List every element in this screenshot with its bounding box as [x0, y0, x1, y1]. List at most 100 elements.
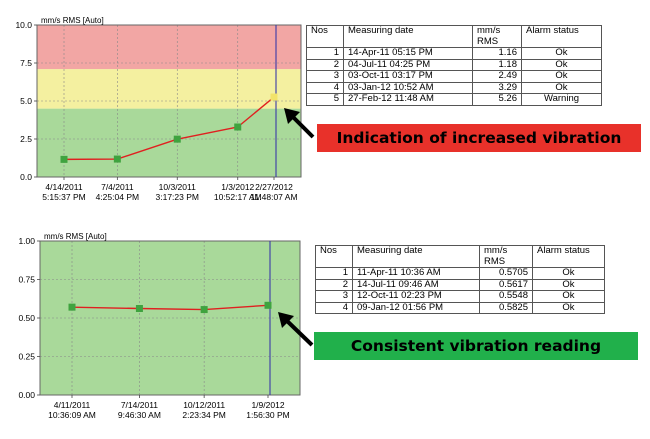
x-tick-label-time: 1:56:30 PM — [246, 410, 289, 420]
y-tick-label: 0.50 — [18, 313, 35, 323]
measurement-table-2: Nos Measuring date mm/s RMS Alarm status… — [315, 245, 605, 314]
chart-unit-label: mm/s RMS [Auto] — [41, 16, 104, 25]
table-row: 2 14-Jul-11 09:46 AM 0.5617 Ok — [315, 278, 605, 291]
row-nos: 1 — [315, 267, 353, 280]
header-measuring-date: Measuring date — [352, 245, 480, 268]
header-alarm-status: Alarm status — [521, 25, 602, 48]
row-value: 2.49 — [472, 70, 522, 83]
header-rms: mm/s RMS — [479, 245, 533, 268]
row-date: 03-Oct-11 03:17 PM — [343, 70, 473, 83]
table-row: 2 04-Jul-11 04:25 PM 1.18 Ok — [306, 58, 602, 71]
header-measuring-date: Measuring date — [343, 25, 473, 48]
x-tick-label-date: 4/14/2011 — [45, 182, 82, 192]
data-point — [135, 304, 143, 312]
y-tick-label: 10.0 — [15, 20, 32, 30]
row-date: 09-Jan-12 01:56 PM — [352, 301, 480, 314]
x-tick-label-date: 10/3/2011 — [159, 182, 196, 192]
alarm-band-1 — [37, 108, 301, 177]
row-status: Ok — [521, 81, 602, 94]
table-row: 1 14-Apr-11 05:15 PM 1.16 Ok — [306, 47, 602, 60]
row-value: 0.5548 — [479, 290, 533, 303]
row-value: 1.16 — [472, 47, 522, 60]
row-date: 03-Jan-12 10:52 AM — [343, 81, 473, 94]
row-value: 3.29 — [472, 81, 522, 94]
row-date: 14-Apr-11 05:15 PM — [343, 47, 473, 60]
row-date: 14-Jul-11 09:46 AM — [352, 278, 480, 291]
data-point — [68, 303, 76, 311]
data-point — [264, 301, 272, 309]
header-nos: Nos — [315, 245, 353, 268]
row-status: Ok — [521, 70, 602, 83]
x-tick-label-date: 1/3/2012 — [221, 182, 254, 192]
y-tick-label: 7.5 — [20, 58, 32, 68]
y-tick-label: 0.75 — [18, 275, 35, 285]
table-row: 4 03-Jan-12 10:52 AM 3.29 Ok — [306, 81, 602, 94]
x-tick-label-time: 5:15:37 PM — [42, 192, 85, 202]
y-tick-label: 0.0 — [20, 172, 32, 182]
x-tick-label-time: 4:25:04 PM — [96, 192, 139, 202]
row-date: 11-Apr-11 10:36 AM — [352, 267, 480, 280]
y-tick-label: 0.25 — [18, 352, 35, 362]
chart-1: 0.0 2.5 5.0 7.5 10.0 mm/s RMS [Auto] 4/14/2011… — [15, 16, 315, 202]
row-status: Ok — [532, 278, 605, 291]
row-nos: 3 — [315, 290, 353, 303]
increased-vibration-banner: Indication of increased vibration — [317, 124, 641, 152]
x-tick-label-time: 9:46:30 AM — [118, 410, 161, 420]
row-status: Ok — [532, 267, 605, 280]
alarm-band-2 — [37, 69, 301, 109]
data-point — [234, 123, 242, 131]
x-tick-label-date: 1/9/2012 — [251, 400, 284, 410]
row-nos: 2 — [306, 58, 344, 71]
consistent-vibration-banner: Consistent vibration reading — [314, 332, 638, 360]
header-rms: mm/s RMS — [472, 25, 522, 48]
arrow-shaft — [282, 316, 314, 347]
header-nos: Nos — [306, 25, 344, 48]
table-row: 1 11-Apr-11 10:36 AM 0.5705 Ok — [315, 267, 605, 280]
data-point — [270, 93, 278, 101]
data-point — [173, 135, 181, 143]
data-point — [200, 306, 208, 314]
row-nos: 2 — [315, 278, 353, 291]
row-value: 5.26 — [472, 93, 522, 106]
row-date: 12-Oct-11 02:23 PM — [352, 290, 480, 303]
y-tick-label: 0.00 — [18, 390, 35, 400]
table-row: 3 03-Oct-11 03:17 PM 2.49 Ok — [306, 70, 602, 83]
table-header-row: Nos Measuring date mm/s RMS Alarm status — [315, 245, 605, 268]
y-tick-label: 1.00 — [18, 236, 35, 246]
row-nos: 3 — [306, 70, 344, 83]
row-status: Ok — [521, 58, 602, 71]
chart-2: 0.00 0.25 0.50 0.75 1.00 mm/s RMS [Auto] 4/11/… — [18, 232, 314, 420]
alarm-band-3 — [37, 25, 301, 70]
row-value: 0.5617 — [479, 278, 533, 291]
arrow-head — [284, 108, 300, 124]
row-value: 1.18 — [472, 58, 522, 71]
row-status: Ok — [532, 301, 605, 314]
row-nos: 5 — [306, 93, 344, 106]
row-date: 04-Jul-11 04:25 PM — [343, 58, 473, 71]
x-tick-label-time: 10:36:09 AM — [48, 410, 96, 420]
x-tick-label-date: 7/14/2011 — [121, 400, 158, 410]
row-status: Warning — [521, 93, 602, 106]
pointer-arrow-icon — [284, 108, 315, 139]
data-point — [113, 155, 121, 163]
row-status: Ok — [521, 47, 602, 60]
x-tick-label-date: 7/4/2011 — [101, 182, 134, 192]
row-nos: 4 — [315, 301, 353, 314]
x-tick-label-time: 2:23:34 PM — [182, 410, 225, 420]
pointer-arrow-icon — [278, 312, 314, 347]
row-value: 0.5825 — [479, 301, 533, 314]
header-alarm-status: Alarm status — [532, 245, 605, 268]
y-tick-label: 2.5 — [20, 134, 32, 144]
row-nos: 4 — [306, 81, 344, 94]
row-date: 27-Feb-12 11:48 AM — [343, 93, 473, 106]
y-tick-label: 5.0 — [20, 96, 32, 106]
arrow-head — [278, 312, 294, 328]
table-row: 5 27-Feb-12 11:48 AM 5.26 Warning — [306, 93, 602, 106]
table-row: 4 09-Jan-12 01:56 PM 0.5825 Ok — [315, 301, 605, 314]
series-line — [71, 304, 269, 311]
x-tick-label-time: 11:48:07 AM — [250, 192, 297, 202]
table-header-row: Nos Measuring date mm/s RMS Alarm status — [306, 25, 602, 48]
x-tick-label-date: 10/12/2011 — [183, 400, 225, 410]
measurement-table-1: Nos Measuring date mm/s RMS Alarm status… — [306, 25, 602, 106]
